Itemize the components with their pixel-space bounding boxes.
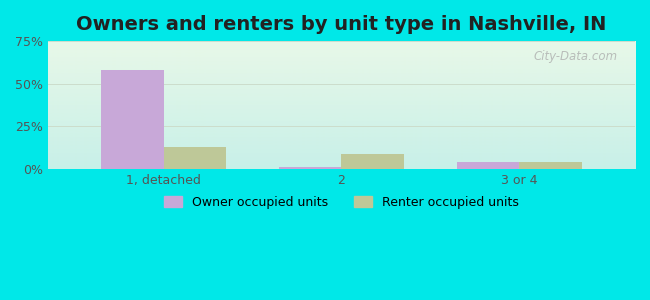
Bar [101,70,164,169]
Title: Owners and renters by unit type in Nashville, IN: Owners and renters by unit type in Nashv… [76,15,606,34]
Bar [457,162,519,169]
Legend: Owner occupied units, Renter occupied units: Owner occupied units, Renter occupied un… [159,191,524,214]
Bar [279,167,341,169]
Text: City-Data.com: City-Data.com [533,50,618,63]
Bar [164,147,226,169]
Bar [341,154,404,169]
Bar [519,162,582,169]
